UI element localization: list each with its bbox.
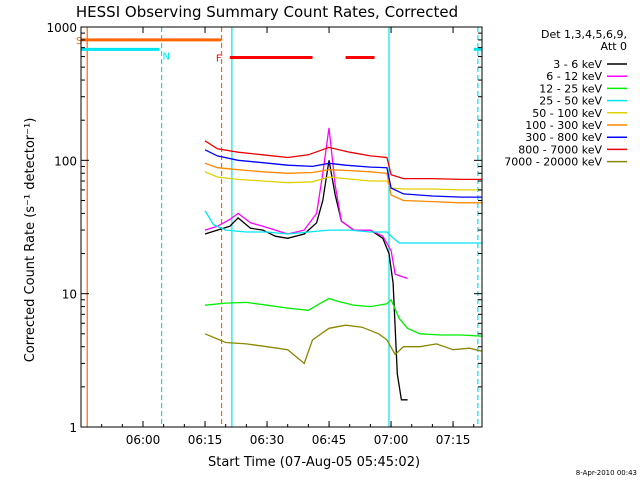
x-axis-label: Start Time (07-Aug-05 05:45:02) bbox=[208, 455, 420, 470]
plot-frame bbox=[80, 26, 483, 428]
legend-label-100-300-kev: 100 - 300 keV bbox=[525, 119, 602, 132]
legend-label-800-7000-kev: 800 - 7000 keV bbox=[518, 143, 602, 156]
x-tick-label-07-15: 07:15 bbox=[436, 433, 471, 447]
x-tick-label-07-00: 07:00 bbox=[374, 433, 409, 447]
legend-header-line2: Att 0 bbox=[601, 40, 627, 53]
legend-label-12-25-kev: 12 - 25 keV bbox=[539, 82, 602, 95]
footer-date: 8-Apr-2010 00:43 bbox=[576, 469, 637, 477]
legend-label-3-6-kev: 3 - 6 keV bbox=[553, 58, 602, 71]
night-flag-label: N bbox=[163, 51, 170, 62]
x-tick-label-06-00: 06:00 bbox=[126, 433, 161, 447]
legend-label-25-50-kev: 25 - 50 keV bbox=[539, 95, 602, 108]
x-tick-label-06-45: 06:45 bbox=[312, 433, 347, 447]
series-line-100-300-kev bbox=[204, 162, 482, 204]
data-layer: S N F bbox=[76, 27, 483, 427]
y-tick-label-1: 1 bbox=[69, 421, 77, 435]
y-tick-label-1000: 1000 bbox=[46, 21, 77, 35]
chart-title: HESSI Observing Summary Count Rates, Cor… bbox=[76, 3, 458, 21]
series-line-12-25-kev bbox=[204, 297, 483, 337]
series-line-6-12-kev bbox=[204, 127, 408, 280]
legend-header-line1: Det 1,3,4,5,6,9, bbox=[541, 28, 627, 41]
series-line-800-7000-kev bbox=[204, 140, 482, 181]
y-tick-label-10: 10 bbox=[62, 288, 77, 302]
series-line-300-800-kev bbox=[204, 149, 482, 198]
legend-label-50-100-kev: 50 - 100 keV bbox=[532, 107, 602, 120]
series-line-3-6-kev bbox=[204, 160, 408, 401]
flare-flag-label: F bbox=[216, 54, 222, 65]
legend-label-300-800-kev: 300 - 800 keV bbox=[525, 131, 602, 144]
legend-label-7000-20000-kev: 7000 - 20000 keV bbox=[504, 156, 602, 169]
series-line-7000-20000-kev bbox=[204, 324, 483, 365]
y-tick-label-100: 100 bbox=[54, 154, 77, 168]
x-tick-label-06-30: 06:30 bbox=[250, 433, 285, 447]
series-line-25-50-kev bbox=[204, 210, 482, 244]
y-axis-label: Corrected Count Rate (s⁻¹ detector⁻¹) bbox=[23, 118, 38, 363]
legend-label-6-12-kev: 6 - 12 keV bbox=[546, 70, 602, 83]
x-tick-label-06-15: 06:15 bbox=[188, 433, 223, 447]
series-line-50-100-kev bbox=[204, 171, 482, 191]
saa-flag-label: S bbox=[76, 36, 82, 47]
tick-layer: 06:00 06:15 06:30 06:45 07:00 07:15 1 10 100 1000 bbox=[46, 21, 482, 447]
